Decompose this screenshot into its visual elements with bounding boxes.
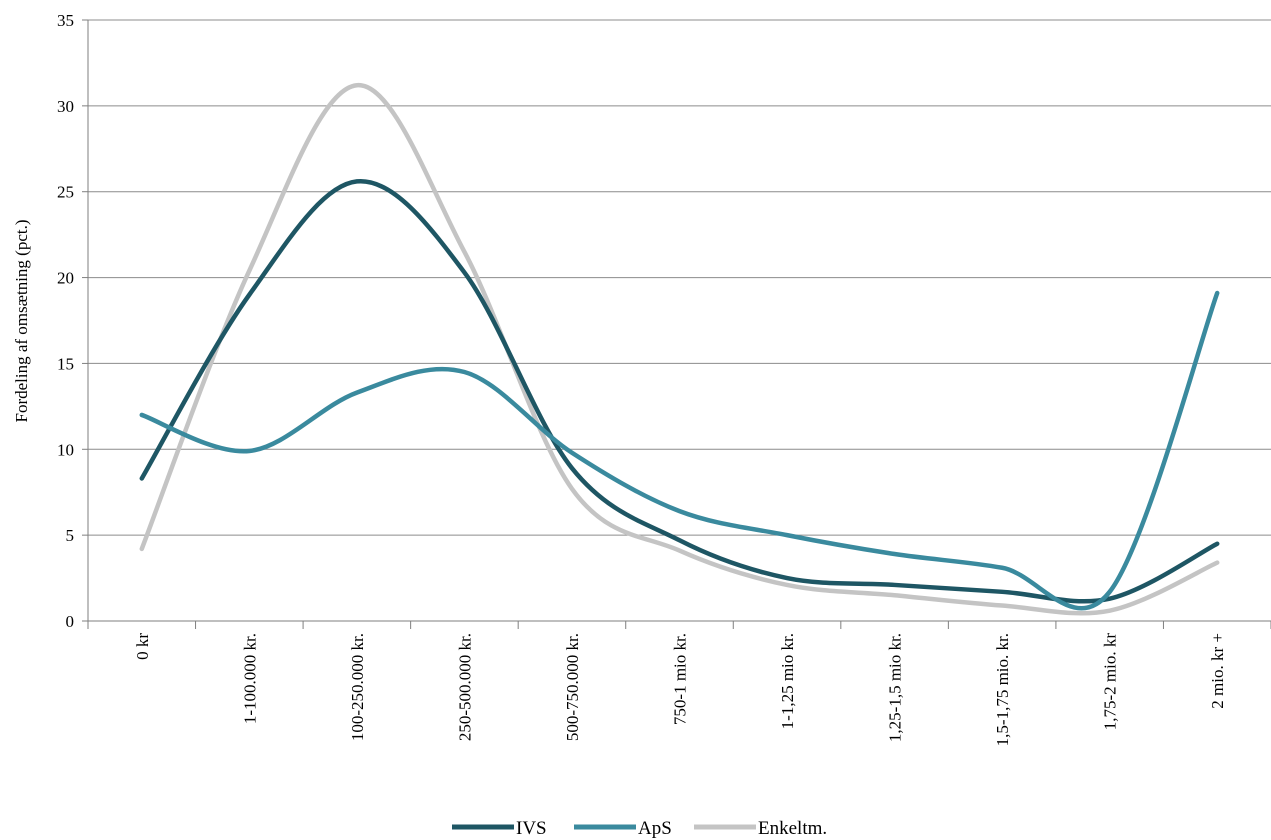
y-tick-label: 15	[57, 354, 74, 373]
legend: IVS ApS Enkeltm.	[452, 818, 827, 839]
x-tick-label: 500-750.000 kr.	[563, 633, 582, 741]
legend-label: ApS	[638, 818, 672, 839]
series-line-ivs	[139, 179, 1220, 604]
y-tick-label: 20	[57, 269, 74, 288]
gridlines	[88, 19, 1271, 536]
y-tick-label: 0	[66, 612, 75, 631]
y-axis-label: Fordeling af omsætning (pct.)	[12, 219, 31, 422]
x-tick-label: 750-1 mio kr.	[671, 633, 690, 725]
x-tick-label: 0 kr	[133, 633, 152, 660]
x-tick-label: 1-100.000 kr.	[240, 633, 259, 724]
legend-label: Enkeltm.	[758, 818, 827, 839]
x-tick-label: 1,25-1,5 mio kr.	[886, 633, 905, 742]
y-tick-label: 30	[57, 97, 74, 116]
x-tick-label: 1-1,25 mio kr.	[778, 633, 797, 729]
series-line-enkeltm	[139, 83, 1220, 616]
x-tick-label: 1,5-1,75 mio. kr.	[993, 633, 1012, 746]
x-tick-labels: 0 kr 1-100.000 kr. 100-250.000 kr. 250-500.…	[133, 633, 1227, 747]
y-tick-label: 25	[57, 183, 74, 202]
legend-label: IVS	[516, 818, 547, 839]
y-tick-label: 5	[66, 526, 75, 545]
x-tick-label: 1,75-2 mio. kr	[1101, 633, 1120, 731]
y-tick-label: 35	[57, 11, 74, 30]
series-lines	[139, 83, 1220, 616]
y-tick-label: 10	[57, 440, 74, 459]
x-tick-label: 100-250.000 kr.	[348, 633, 367, 741]
y-tick-labels: 0 5 10 15 20 25 30 35	[57, 11, 74, 631]
x-tick-label: 2 mio. kr +	[1208, 633, 1227, 709]
series-line-aps	[139, 290, 1220, 611]
axes	[82, 19, 1271, 629]
x-tick-label: 250-500.000 kr.	[455, 633, 474, 741]
